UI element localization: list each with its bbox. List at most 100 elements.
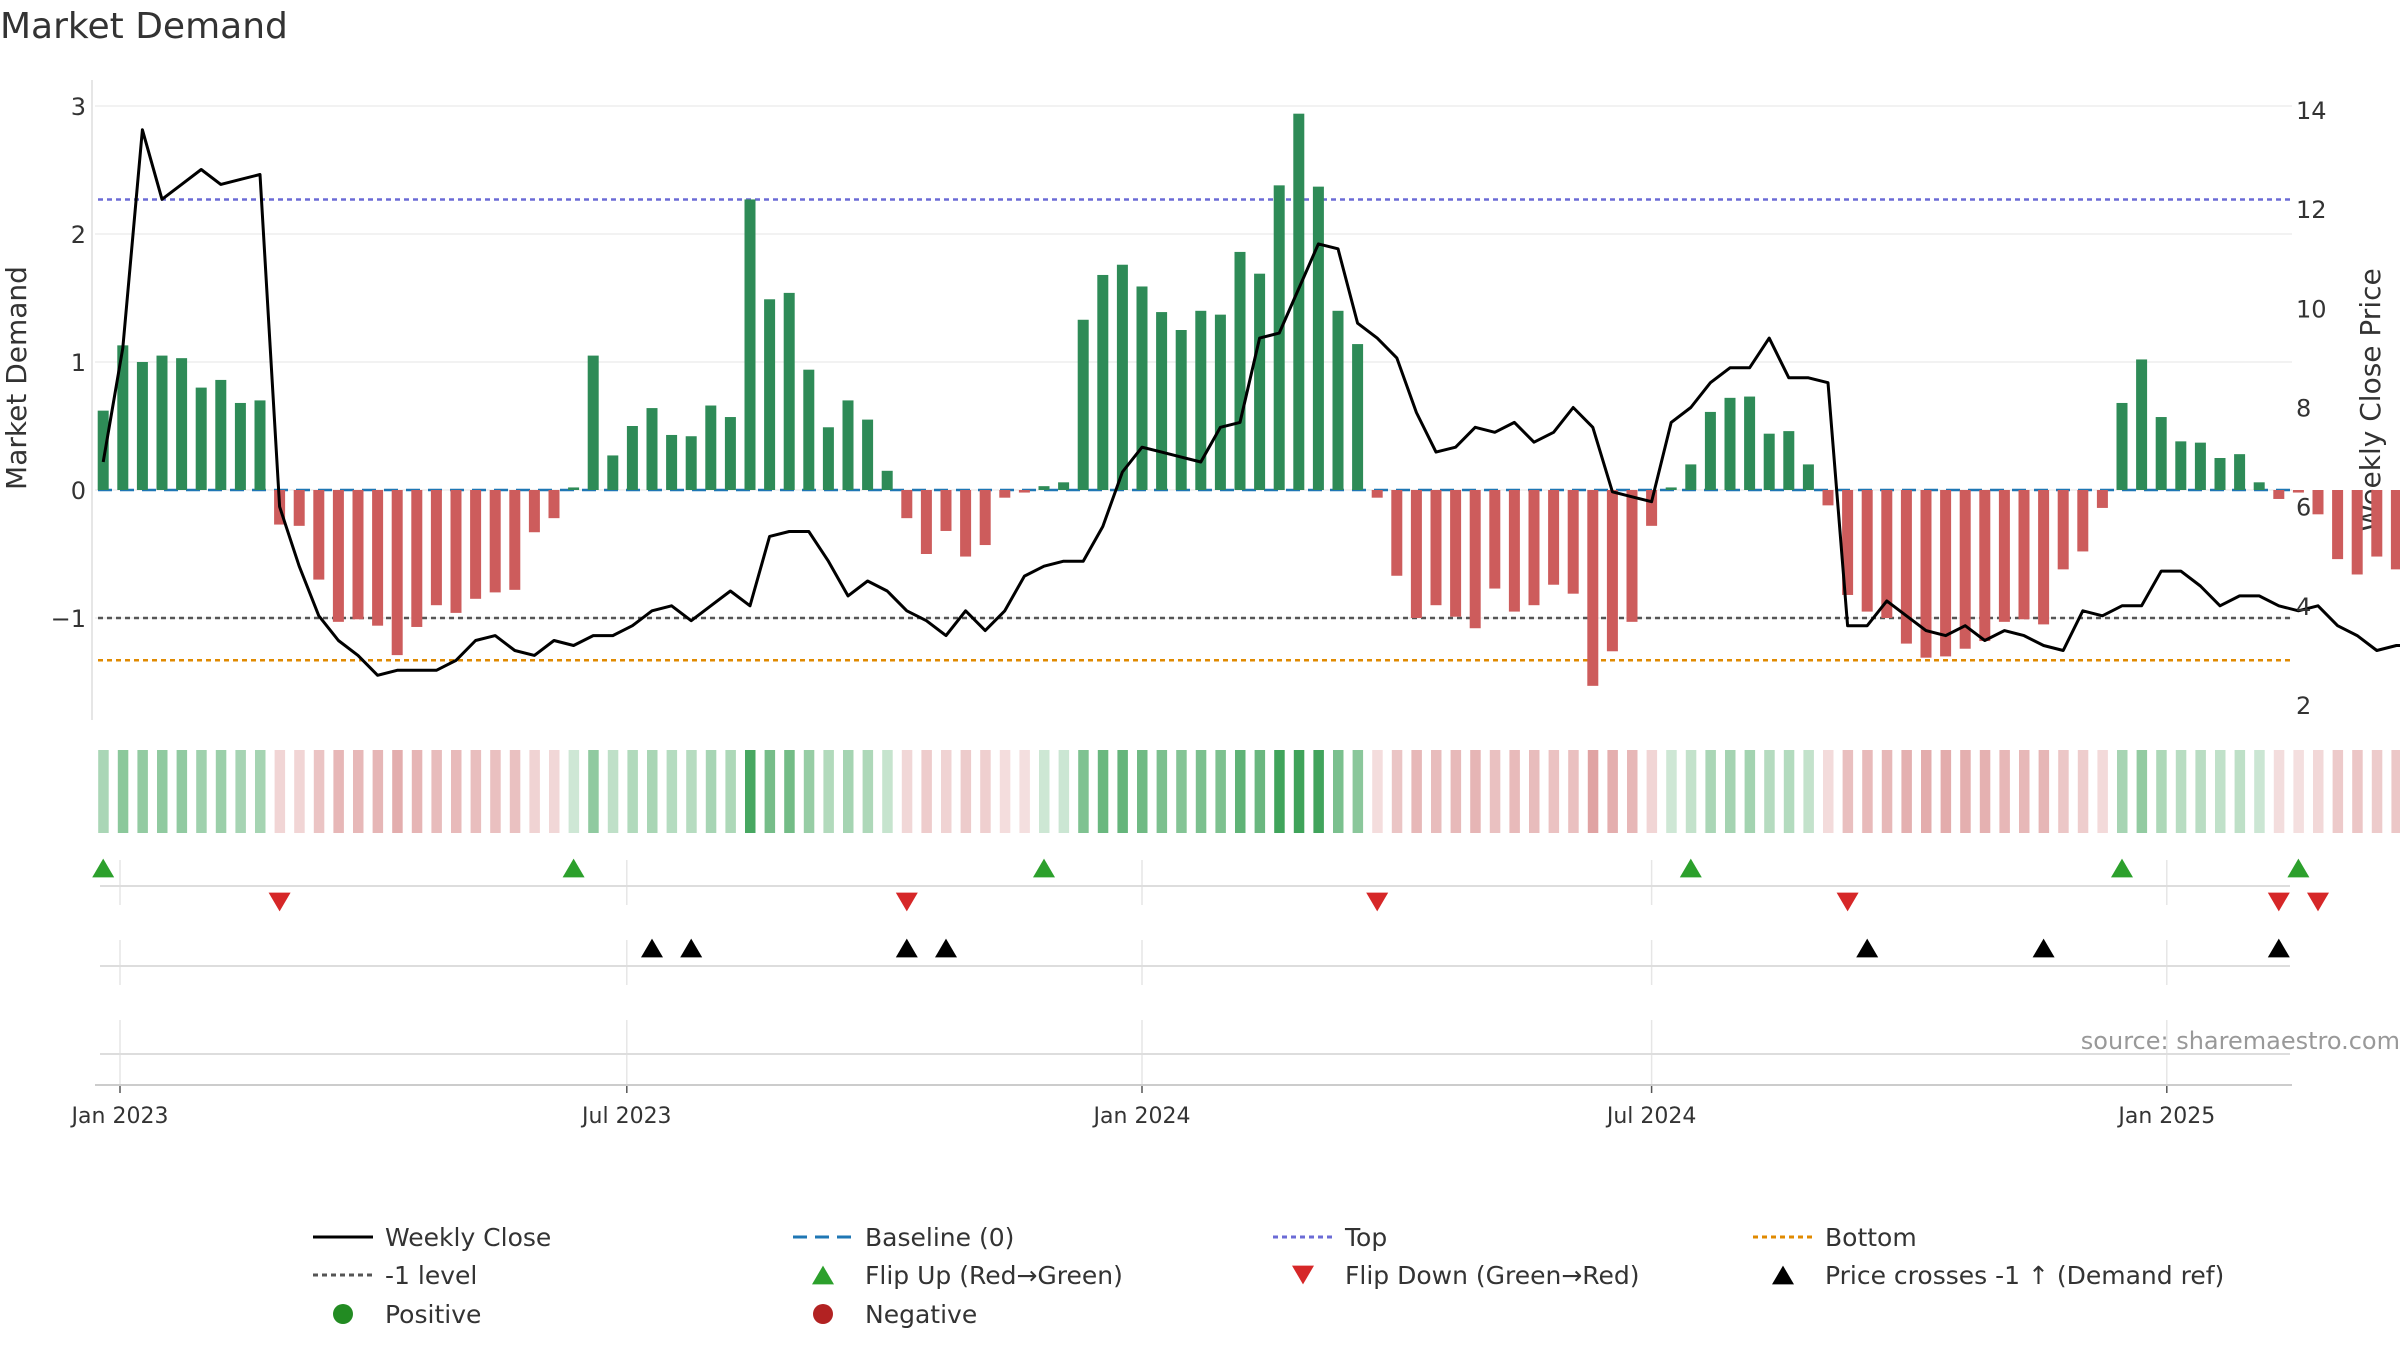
demand-bar <box>1920 490 1932 658</box>
demand-bar <box>1881 490 1893 618</box>
heat-strip-cell <box>1725 750 1736 833</box>
heat-strip-cell <box>2313 750 2324 833</box>
heat-strip-cell <box>1607 750 1618 833</box>
demand-bar <box>293 490 305 526</box>
heat-strip-cell <box>1039 750 1050 833</box>
heat-strip-cell <box>2038 750 2050 833</box>
heat-strip-cell <box>1333 750 1344 833</box>
heat-strip-cell <box>137 750 148 833</box>
demand-bar <box>2273 490 2285 499</box>
y-tick-label: 1 <box>71 349 86 377</box>
heat-strip-cell <box>235 750 246 833</box>
heat-strip-cell <box>666 750 678 833</box>
demand-bar <box>1626 490 1638 622</box>
y2-tick-label: 10 <box>2296 295 2327 323</box>
heat-strip-cell <box>1235 750 1246 833</box>
demand-bar <box>254 400 266 490</box>
heat-strip-cell <box>588 750 599 833</box>
heat-strip-cell <box>2391 750 2400 833</box>
demand-bar <box>1234 251 1246 490</box>
demand-bar <box>1763 433 1775 490</box>
demand-bar <box>450 490 462 613</box>
heat-strip-cell <box>1195 750 1207 833</box>
heat-strip-cell <box>1627 750 1638 833</box>
heat-strip-cell <box>823 750 834 833</box>
heat-strip-cell <box>1705 750 1716 833</box>
demand-bar <box>117 345 129 490</box>
heat-strip-cell <box>1117 750 1128 833</box>
heat-strip-cell <box>1431 750 1442 833</box>
demand-bar <box>1489 490 1501 589</box>
legend-price_cross-icon <box>1772 1265 1794 1285</box>
demand-bar <box>1352 344 1364 490</box>
heat-strip-cell <box>2058 750 2069 833</box>
demand-bar <box>1567 490 1579 594</box>
demand-bar <box>862 419 874 490</box>
legend-flip_down-icon <box>1292 1265 1314 1285</box>
heat-strip-cell <box>255 750 266 833</box>
demand-bar <box>1136 286 1148 490</box>
heat-strip-cell <box>392 750 403 833</box>
demand-bar <box>391 490 403 656</box>
heat-strip-cell <box>2332 750 2344 833</box>
heat-strip-cell <box>431 750 442 833</box>
heat-strip-cell <box>98 750 109 833</box>
heat-strip-cell <box>1137 750 1148 833</box>
demand-bar <box>411 490 423 627</box>
legend-negative-icon <box>813 1304 833 1324</box>
demand-bar <box>724 417 736 490</box>
demand-bar <box>1646 490 1658 526</box>
heat-strip-cell <box>1744 750 1756 833</box>
heat-strip-cell <box>549 750 560 833</box>
heat-strip-cell <box>568 750 580 833</box>
demand-bar <box>666 434 678 490</box>
heat-strip-cell <box>2273 750 2285 833</box>
legend-flip_up-icon <box>812 1265 834 1285</box>
y2-tick-label: 2 <box>2296 692 2311 720</box>
demand-bar <box>1058 482 1070 490</box>
demand-bar <box>2116 402 2128 490</box>
heat-strip-cell <box>313 750 325 833</box>
demand-heat-strip <box>98 750 2400 833</box>
heat-strip-cell <box>451 750 462 833</box>
flip-up-marker <box>2111 858 2133 878</box>
demand-bar <box>764 299 776 490</box>
demand-bar <box>234 402 246 490</box>
heat-strip-cell <box>2254 750 2265 833</box>
heat-strip-cell <box>294 750 305 833</box>
flip-down-marker <box>268 892 291 912</box>
demand-bar <box>372 490 384 626</box>
y-axis-label: Market Demand <box>0 266 33 490</box>
heat-strip-cell <box>1078 750 1089 833</box>
heat-strip-cell <box>941 750 952 833</box>
flip-up-marker <box>92 858 115 878</box>
demand-bar <box>1959 490 1971 649</box>
demand-bar <box>1430 490 1442 606</box>
demand-bar <box>195 387 207 490</box>
demand-bar <box>1822 490 1834 506</box>
demand-bar <box>2253 482 2265 490</box>
demand-bar <box>489 490 501 593</box>
heat-strip-cell <box>215 750 227 833</box>
heat-strip-cell <box>509 750 521 833</box>
demand-bar <box>470 490 482 599</box>
heat-strip-cell <box>1999 750 2010 833</box>
demand-bar <box>1175 330 1187 490</box>
demand-bar <box>568 487 580 490</box>
demand-bar <box>176 358 188 490</box>
demand-bar <box>1606 490 1618 652</box>
heat-strip-cell <box>333 750 344 833</box>
heat-strip-cell <box>1823 750 1834 833</box>
heat-strip-cell <box>1176 750 1187 833</box>
heat-strip-cell <box>2352 750 2363 833</box>
demand-bar <box>430 490 442 606</box>
heat-strip-cell <box>2293 750 2304 833</box>
heat-strip-cell <box>1783 750 1795 833</box>
heat-strip-cell <box>999 750 1011 833</box>
legend-flip_up-label: Flip Up (Red→Green) <box>865 1261 1123 1290</box>
demand-bar <box>685 436 697 490</box>
price-cross-marker <box>641 938 663 958</box>
heat-strip-cell <box>1940 750 1952 833</box>
y-tick-label: 3 <box>71 93 86 121</box>
